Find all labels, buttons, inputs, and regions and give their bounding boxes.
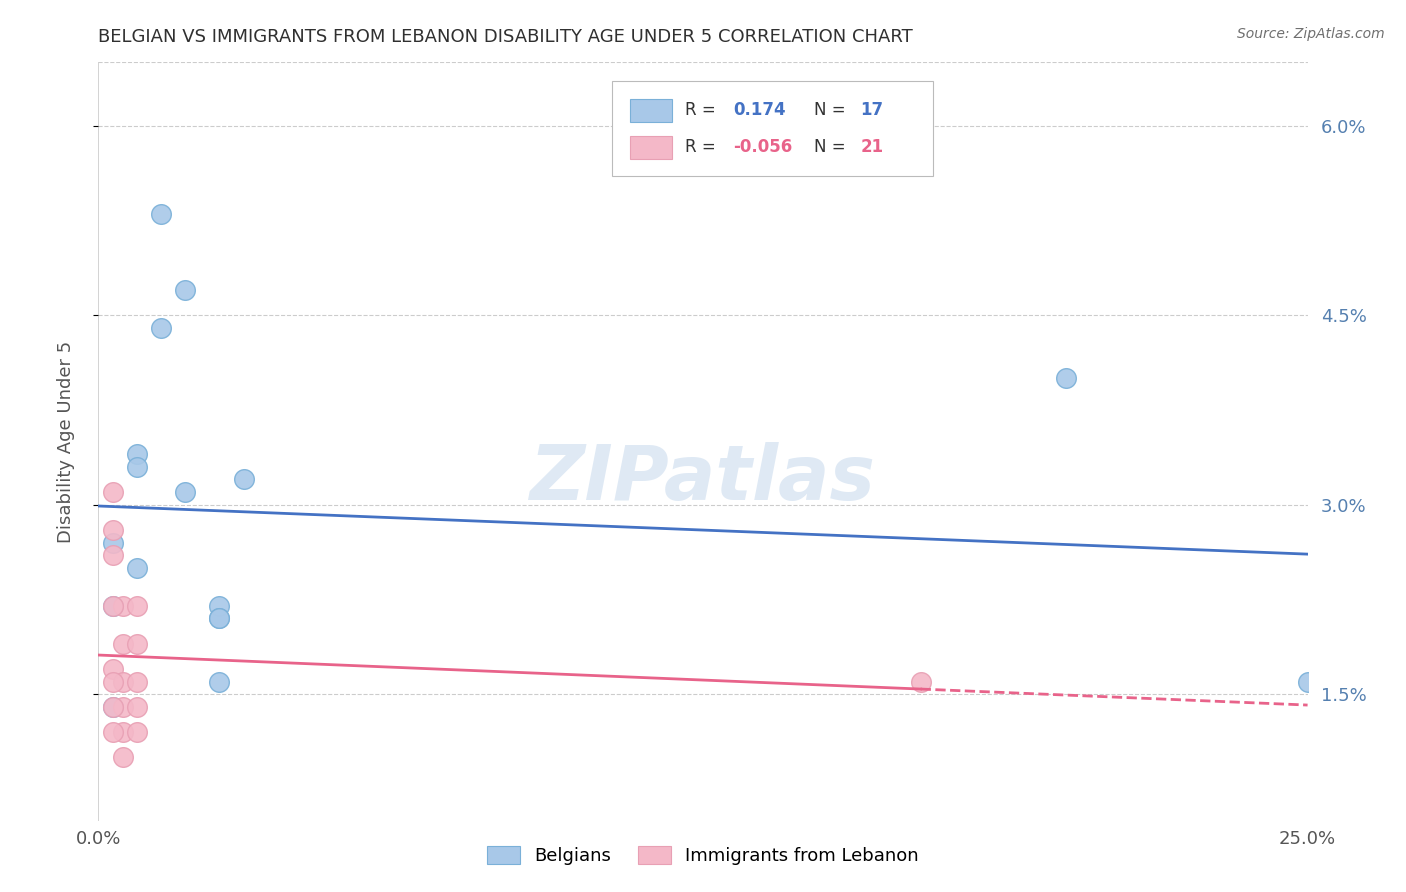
Text: R =: R = [685,101,716,120]
Point [150,321,173,335]
Point [101,548,124,563]
Point [127,459,149,474]
Point [127,725,149,739]
Point [1054,371,1077,385]
Point [150,207,173,221]
Point [101,699,124,714]
Point [910,674,932,689]
Point [127,637,149,651]
Point [111,750,134,764]
Point [127,599,149,613]
Point [111,637,134,651]
Point [208,611,231,625]
Text: 0.174: 0.174 [734,101,786,120]
Point [232,473,254,487]
Text: -0.056: -0.056 [734,138,793,156]
Point [111,674,134,689]
Text: 17: 17 [860,101,883,120]
Point [111,699,134,714]
Text: Source: ZipAtlas.com: Source: ZipAtlas.com [1237,27,1385,41]
Point [127,699,149,714]
Point [101,699,124,714]
Text: BELGIAN VS IMMIGRANTS FROM LEBANON DISABILITY AGE UNDER 5 CORRELATION CHART: BELGIAN VS IMMIGRANTS FROM LEBANON DISAB… [98,28,912,45]
Y-axis label: Disability Age Under 5: Disability Age Under 5 [56,341,75,542]
Point [101,485,124,500]
Point [174,283,197,297]
Point [127,674,149,689]
Point [101,674,124,689]
Point [101,599,124,613]
Point [101,523,124,537]
Point [1296,674,1319,689]
Point [208,599,231,613]
FancyBboxPatch shape [613,81,932,177]
Legend: Belgians, Immigrants from Lebanon: Belgians, Immigrants from Lebanon [479,838,927,872]
Point [174,485,197,500]
Text: R =: R = [685,138,716,156]
Point [101,599,124,613]
Text: 21: 21 [860,138,883,156]
Point [101,535,124,549]
Point [111,599,134,613]
Point [111,725,134,739]
Point [101,662,124,676]
Text: N =: N = [814,101,846,120]
Point [127,447,149,461]
Text: N =: N = [814,138,846,156]
Point [127,561,149,575]
FancyBboxPatch shape [630,136,672,159]
Point [208,674,231,689]
Point [208,611,231,625]
Text: ZIPatlas: ZIPatlas [530,442,876,516]
FancyBboxPatch shape [630,99,672,121]
Point [101,725,124,739]
